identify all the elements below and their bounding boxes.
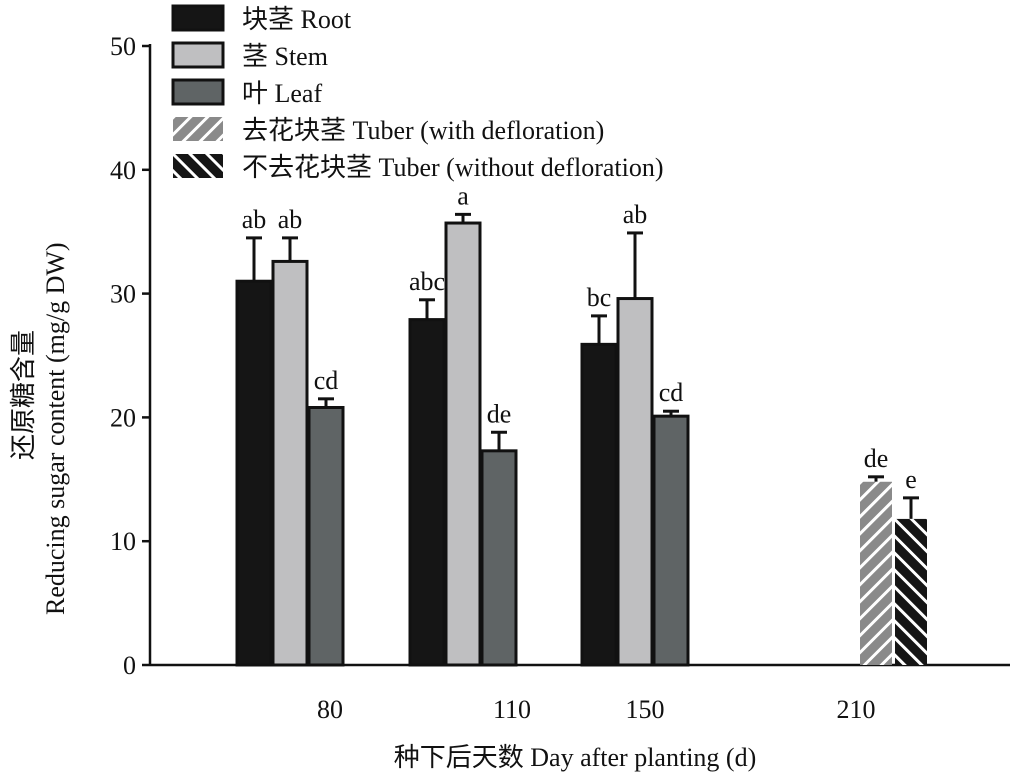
bar — [480, 449, 518, 667]
y-tick-label: 0 — [123, 651, 136, 680]
bar — [895, 518, 927, 665]
significance-label: a — [457, 181, 469, 210]
significance-label: de — [487, 399, 512, 428]
x-axis-label: 种下后天数 Day after planting (d) — [394, 743, 756, 772]
legend-label: 块茎 Root — [242, 5, 352, 34]
bar — [652, 414, 690, 667]
y-tick-label: 20 — [110, 403, 136, 432]
significance-label: ab — [242, 205, 267, 234]
significance-label: cd — [314, 366, 339, 395]
y-tick-label: 40 — [110, 156, 136, 185]
significance-label: ab — [623, 200, 648, 229]
significance-label: cd — [659, 378, 684, 407]
significance-label: abc — [409, 267, 445, 296]
x-tick-label: 80 — [317, 695, 343, 724]
bar — [271, 259, 309, 667]
legend-swatch — [173, 117, 223, 141]
legend-swatch — [171, 78, 225, 106]
bar — [580, 342, 618, 667]
bar — [860, 481, 892, 665]
legend-label: 去花块茎 Tuber (with defloration) — [242, 116, 604, 145]
significance-label: bc — [587, 283, 612, 312]
legend-label: 茎 Stem — [242, 42, 328, 71]
legend-label: 不去花块茎 Tuber (without defloration) — [242, 153, 664, 182]
y-axis-label: Reducing sugar content (mg/g DW) — [41, 242, 70, 615]
x-tick-label: 110 — [493, 695, 531, 724]
y-tick-label: 30 — [110, 280, 136, 309]
legend-label: 叶 Leaf — [242, 79, 322, 108]
bar — [444, 221, 482, 667]
legend-swatch — [171, 41, 225, 69]
bar — [616, 297, 654, 667]
x-tick-label: 210 — [837, 695, 876, 724]
bar — [235, 279, 273, 667]
bar — [307, 405, 345, 667]
legend-swatch — [173, 154, 223, 178]
bar — [408, 318, 446, 667]
significance-label: e — [905, 465, 917, 494]
y-tick-label: 10 — [110, 527, 136, 556]
y-axis-label-cn: 还原糖含量 — [9, 330, 38, 460]
significance-label: ab — [278, 205, 303, 234]
significance-label: de — [864, 444, 889, 473]
x-tick-label: 150 — [626, 695, 665, 724]
y-tick-label: 50 — [110, 32, 136, 61]
legend-swatch — [171, 4, 225, 32]
